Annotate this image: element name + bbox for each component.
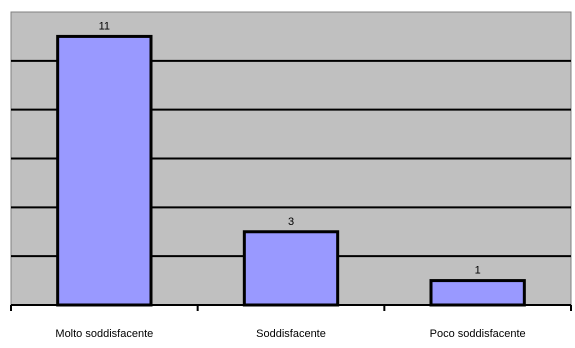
data-label: 1 (475, 265, 481, 277)
data-label: 11 (99, 20, 110, 32)
bar (431, 281, 524, 305)
data-label: 3 (288, 216, 294, 228)
x-tick-label: Molto soddisfacente (55, 328, 153, 340)
x-tick-label: Poco soddisfacente (430, 328, 526, 340)
bar (244, 232, 337, 305)
bar (58, 36, 151, 305)
x-tick-label: Soddisfacente (256, 328, 326, 340)
x-axis (11, 305, 571, 311)
x-tick-labels: Molto soddisfacente Soddisfacente Poco sod… (55, 328, 525, 340)
